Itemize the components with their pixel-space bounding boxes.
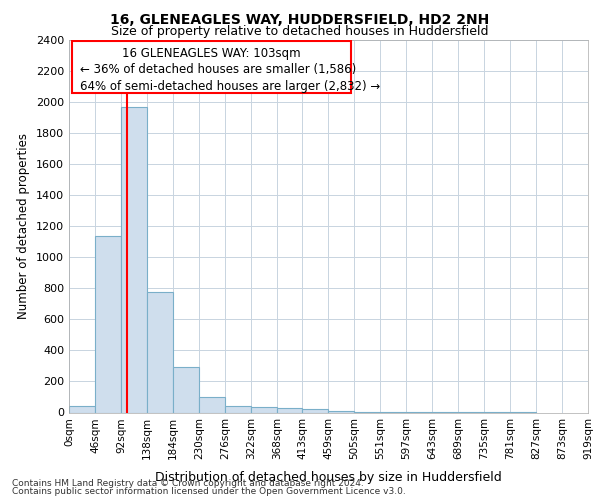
Bar xyxy=(121,106,147,412)
Text: 64% of semi-detached houses are larger (2,832) →: 64% of semi-detached houses are larger (… xyxy=(80,80,380,92)
Bar xyxy=(277,408,302,412)
Bar xyxy=(95,236,121,412)
Bar xyxy=(328,411,354,412)
FancyBboxPatch shape xyxy=(72,41,352,93)
Y-axis label: Number of detached properties: Number of detached properties xyxy=(17,133,31,320)
Bar xyxy=(251,406,277,412)
Bar xyxy=(147,292,173,412)
Bar xyxy=(173,366,199,412)
Text: Size of property relative to detached houses in Huddersfield: Size of property relative to detached ho… xyxy=(111,25,489,38)
Bar xyxy=(302,410,328,412)
Bar xyxy=(199,397,225,412)
Text: ← 36% of detached houses are smaller (1,586): ← 36% of detached houses are smaller (1,… xyxy=(80,64,356,76)
Text: Contains public sector information licensed under the Open Government Licence v3: Contains public sector information licen… xyxy=(12,487,406,496)
X-axis label: Distribution of detached houses by size in Huddersfield: Distribution of detached houses by size … xyxy=(155,470,502,484)
Bar xyxy=(69,406,95,412)
Bar xyxy=(225,406,251,412)
Text: 16 GLENEAGLES WAY: 103sqm: 16 GLENEAGLES WAY: 103sqm xyxy=(122,47,301,60)
Text: Contains HM Land Registry data © Crown copyright and database right 2024.: Contains HM Land Registry data © Crown c… xyxy=(12,478,364,488)
Text: 16, GLENEAGLES WAY, HUDDERSFIELD, HD2 2NH: 16, GLENEAGLES WAY, HUDDERSFIELD, HD2 2N… xyxy=(110,12,490,26)
